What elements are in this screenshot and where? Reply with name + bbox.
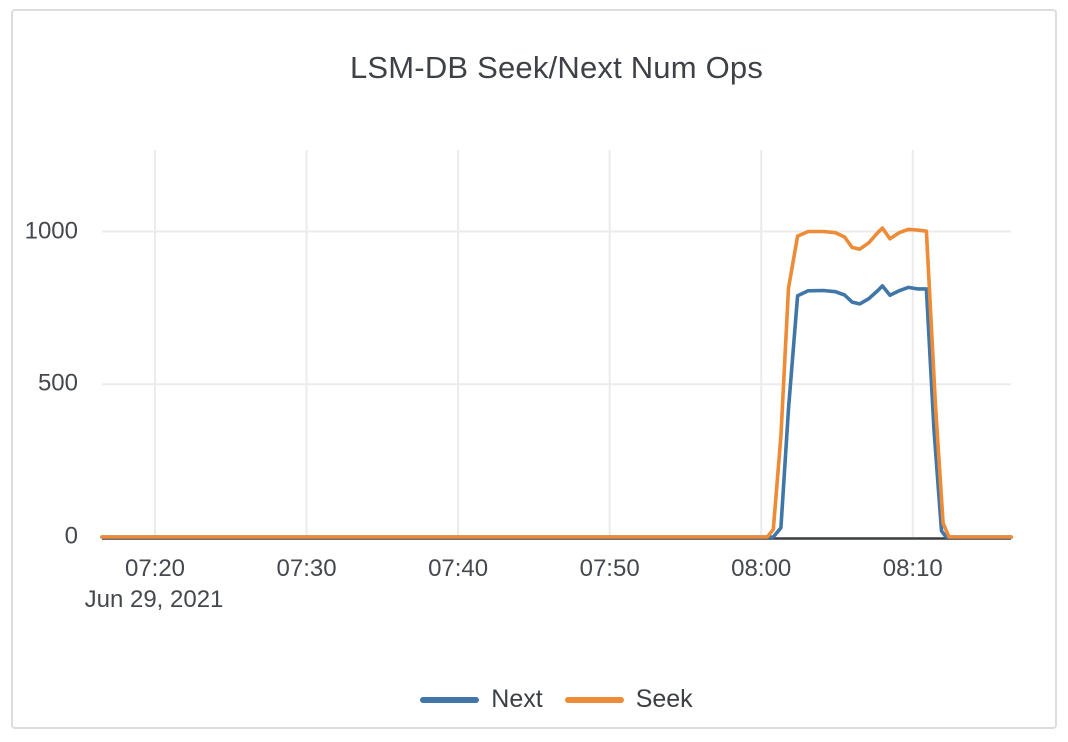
chart-panel <box>11 9 1057 729</box>
next-line-swatch <box>420 696 480 703</box>
chart-title: LSM-DB Seek/Next Num Ops <box>349 50 764 85</box>
legend-label-next: Next <box>491 685 543 713</box>
x-tick-label: 07:50 <box>579 555 640 582</box>
x-tick-label: 07:20 <box>124 555 186 582</box>
series-line-seek[interactable] <box>100 226 1014 539</box>
legend-item-seek[interactable]: Seek <box>564 685 693 714</box>
seek-line-swatch <box>564 696 624 703</box>
x-tick-label: 07:30 <box>276 555 337 582</box>
x-axis-date-label: Jun 29, 2021 <box>84 586 224 613</box>
x-tick-label: 08:10 <box>882 555 943 582</box>
series-line-next[interactable] <box>100 284 1014 539</box>
y-tick-label: 0 <box>64 522 78 550</box>
y-tick-label: 1000 <box>24 216 78 244</box>
x-tick-label: 07:40 <box>428 555 489 582</box>
x-tick-label: 08:00 <box>731 555 792 582</box>
legend: Next Seek <box>102 685 1011 714</box>
y-tick-label: 500 <box>37 369 78 397</box>
legend-label-seek: Seek <box>635 685 693 713</box>
legend-item-next[interactable]: Next <box>420 685 543 714</box>
